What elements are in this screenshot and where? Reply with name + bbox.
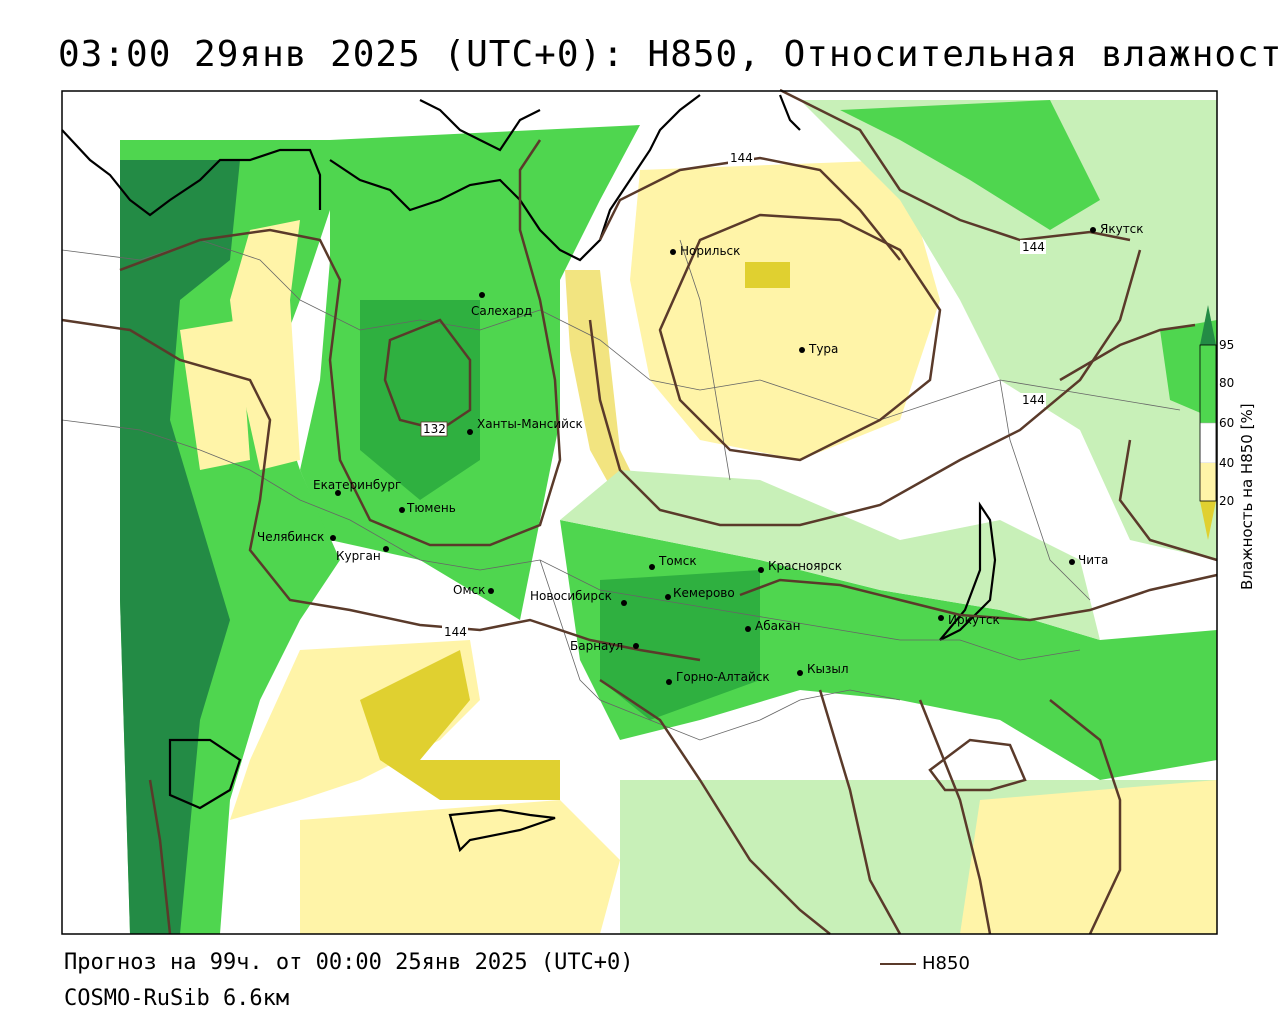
city-krasnoyarsk: Красноярск (758, 559, 842, 573)
svg-text:Якутск: Якутск (1100, 222, 1144, 236)
region-borders (61, 239, 1181, 741)
svg-text:Красноярск: Красноярск (768, 559, 842, 573)
city-tura: Тура (799, 342, 838, 356)
legend-label: H850 (922, 953, 970, 974)
contour-label-group: 144 144 144 144 132 (420, 151, 1046, 639)
map-title: 03:00 29янв 2025 (UTC+0): H850, Относите… (58, 34, 1280, 75)
forecast-info: Прогноз на 99ч. от 00:00 25янв 2025 (UTC… (64, 950, 634, 975)
svg-text:Тура: Тура (808, 342, 838, 356)
colorbar-tick: 40 (1219, 456, 1234, 470)
svg-text:Горно-Алтайск: Горно-Алтайск (676, 670, 770, 684)
city-yekaterinburg: Екатеринбург (313, 478, 401, 496)
svg-text:Томск: Томск (658, 554, 697, 568)
city-omsk: Омск (453, 583, 494, 597)
colorbar: 95 80 60 40 20 (1199, 305, 1234, 540)
contour-label: 144 (444, 625, 467, 639)
svg-text:Кемерово: Кемерово (673, 586, 735, 600)
svg-text:Чита: Чита (1078, 553, 1108, 567)
city-kurgan: Курган (336, 546, 389, 563)
coastlines (61, 94, 997, 853)
colorbar-tick: 60 (1219, 416, 1234, 430)
city-novosibirsk: Новосибирск (530, 589, 627, 606)
city-tyumen: Тюмень (399, 501, 456, 515)
colorbar-top-arrow (1200, 305, 1216, 345)
city-kemerovo: Кемерово (665, 586, 735, 600)
contour-label: 144 (1022, 240, 1045, 254)
city-khanty-mansiysk: Ханты-Мансийск (467, 417, 583, 435)
colorbar-title: Влажность на H850 [%] (1238, 403, 1256, 590)
colorbar-segment (1200, 383, 1216, 423)
colorbar-tick: 95 (1219, 338, 1234, 352)
model-name: COSMO-RuSib 6.6км (64, 986, 290, 1011)
city-barnaul: Барнаул (570, 639, 639, 653)
city-kyzyl: Кызыл (797, 662, 849, 676)
city-norilsk: Норильск (670, 244, 740, 258)
colorbar-tick: 20 (1219, 494, 1234, 508)
contour-legend: H850 (880, 953, 970, 974)
humidity-fill-layer (120, 100, 1217, 934)
city-chita: Чита (1069, 553, 1108, 567)
legend-line-swatch (880, 963, 916, 965)
svg-text:Екатеринбург: Екатеринбург (313, 478, 401, 492)
svg-text:Иркутск: Иркутск (948, 613, 1000, 627)
city-markers: Салехард Норильск Якутск Тура Ханты-Манс… (257, 222, 1144, 685)
contour-label: 144 (1022, 393, 1045, 407)
city-tomsk: Томск (649, 554, 697, 570)
city-gorno-altaysk: Горно-Алтайск (666, 670, 770, 685)
map-frame (61, 90, 1218, 935)
contour-label: 144 (730, 151, 753, 165)
svg-text:Норильск: Норильск (680, 244, 740, 258)
city-abakan: Абакан (745, 619, 800, 633)
city-salekhard: Салехард (471, 292, 532, 318)
city-chelyabinsk: Челябинск (257, 530, 336, 544)
svg-text:Курган: Курган (336, 549, 381, 563)
colorbar-bottom-arrow (1200, 501, 1216, 540)
svg-text:Ханты-Мансийск: Ханты-Мансийск (477, 417, 583, 431)
colorbar-tick: 80 (1219, 376, 1234, 390)
svg-text:Омск: Омск (453, 583, 485, 597)
svg-text:Новосибирск: Новосибирск (530, 589, 612, 603)
svg-text:Челябинск: Челябинск (257, 530, 324, 544)
svg-text:Кызыл: Кызыл (807, 662, 849, 676)
contour-label: 132 (423, 422, 446, 436)
svg-text:Салехард: Салехард (471, 304, 532, 318)
city-irkutsk: Иркутск (938, 613, 1000, 627)
city-yakutsk: Якутск (1090, 222, 1144, 236)
svg-text:Барнаул: Барнаул (570, 639, 623, 653)
h850-contours (61, 88, 1218, 935)
svg-text:Тюмень: Тюмень (406, 501, 456, 515)
svg-text:Абакан: Абакан (755, 619, 800, 633)
